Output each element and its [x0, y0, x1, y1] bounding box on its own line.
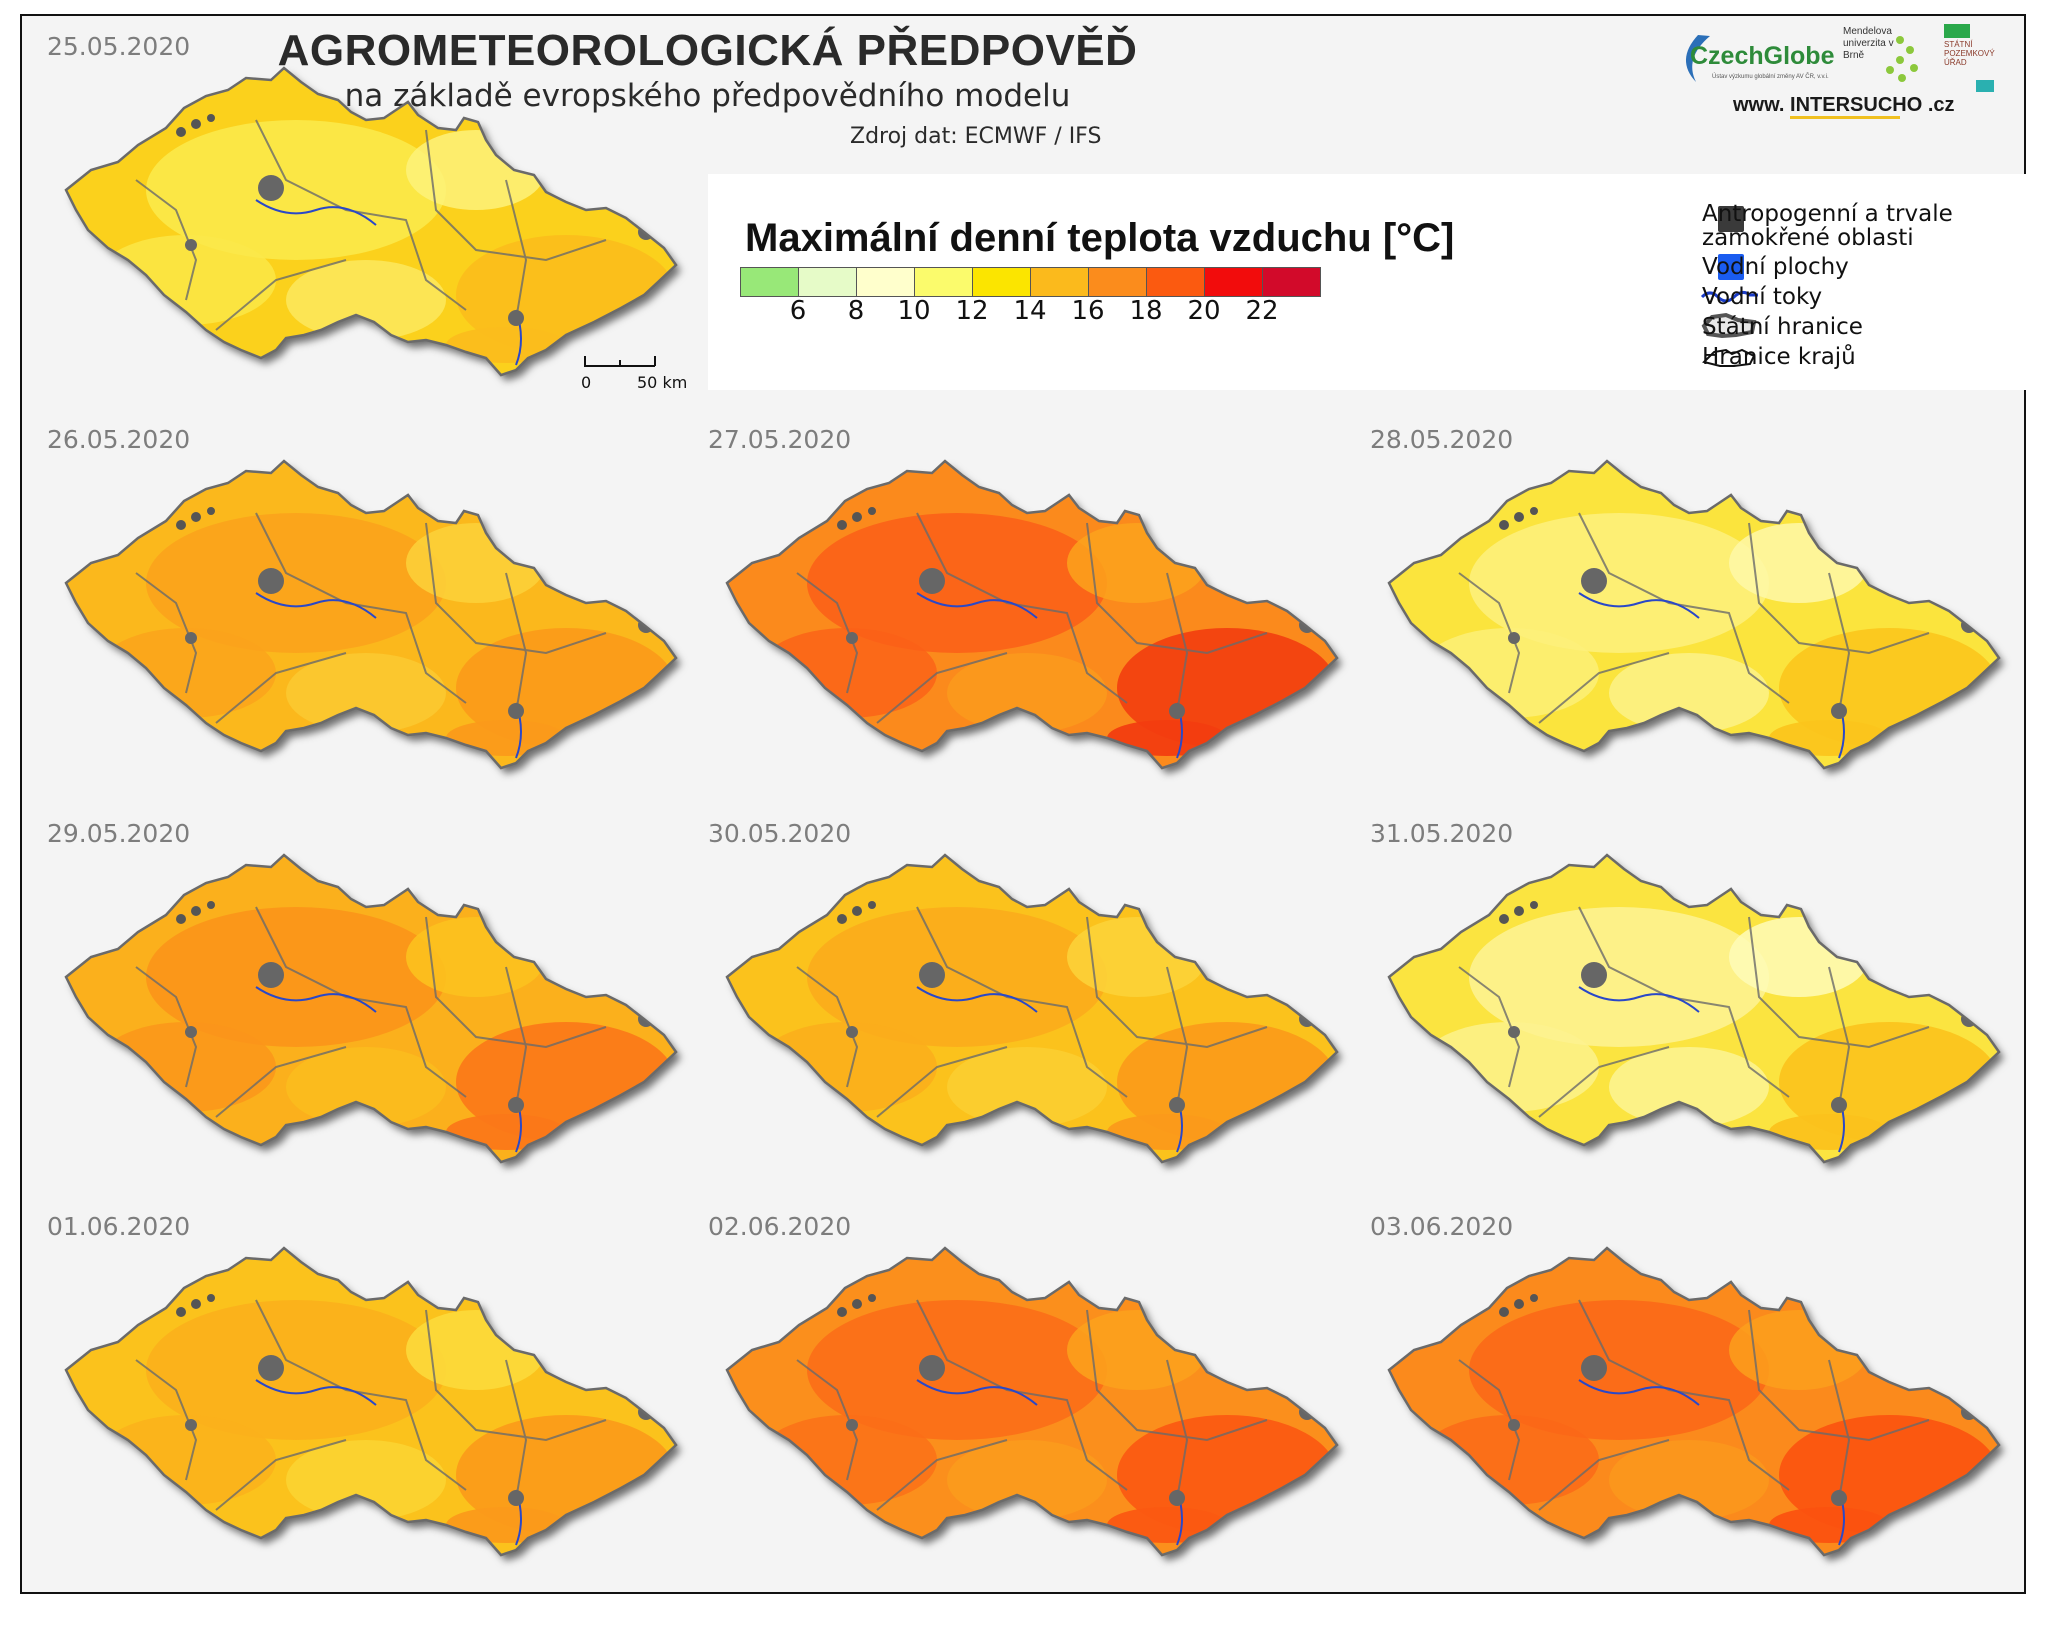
temperature-map [1387, 459, 2001, 770]
spu-logo-text: STÁTNÍ POZEMKOVÝ ÚŘAD [1944, 40, 1995, 67]
region-border-icon [1702, 348, 1756, 367]
intersucho-underline [1790, 116, 1900, 119]
color-scale-tick: 10 [897, 296, 931, 326]
color-swatch-4 [973, 268, 1031, 296]
temperature-map [725, 853, 1339, 1164]
water-area-swatch [1718, 254, 1744, 280]
anthropogenic-area-swatch [1718, 206, 1744, 232]
color-scale-bar [740, 267, 1321, 297]
color-scale-tick: 8 [847, 296, 865, 326]
legend-item-water-area: Vodní plochy [1702, 254, 1849, 280]
map-date-label: 27.05.2020 [708, 425, 852, 454]
czechglobe-logo-text: CzechGlobe [1690, 42, 1835, 70]
intersucho-link[interactable]: www. INTERSUCHO .cz [1733, 94, 1955, 117]
color-scale-tick: 16 [1071, 296, 1105, 326]
intersucho-highlight: SUCHO [1850, 94, 1923, 116]
color-swatch-2 [857, 268, 915, 296]
legend-label-anthropogenic-2: zamokřené oblasti [1702, 225, 1914, 251]
color-swatch-9 [1263, 268, 1320, 296]
temperature-map [725, 459, 1339, 770]
color-scale-tick: 22 [1245, 296, 1279, 326]
temperature-map [64, 66, 678, 377]
scale-zero: 0 [581, 373, 591, 392]
map-date-label: 30.05.2020 [708, 819, 852, 848]
map-date-label: 01.06.2020 [47, 1212, 191, 1241]
map-date-label: 31.05.2020 [1370, 819, 1514, 848]
temperature-map [64, 1246, 678, 1557]
legend-item-region-border: Hranice krajů [1702, 344, 1856, 370]
spu-logo-icon [1944, 24, 1994, 92]
color-swatch-5 [1031, 268, 1089, 296]
map-date-label: 25.05.2020 [47, 32, 191, 61]
color-swatch-0 [741, 268, 799, 296]
page-title: AGROMETEOROLOGICKÁ PŘEDPOVĚĎ [277, 26, 1138, 75]
map-date-label: 02.06.2020 [708, 1212, 852, 1241]
temperature-map [1387, 853, 2001, 1164]
map-date-label: 28.05.2020 [1370, 425, 1514, 454]
temperature-map [64, 459, 678, 770]
temperature-map [64, 853, 678, 1164]
map-date-label: 29.05.2020 [47, 819, 191, 848]
color-scale-tick: 6 [789, 296, 807, 326]
river-line-icon [1700, 290, 1758, 303]
color-scale-tick: 18 [1129, 296, 1163, 326]
legend-label-anthropogenic-1: Antropogenní a trvale [1702, 201, 1953, 227]
color-scale-tick: 12 [955, 296, 989, 326]
legend-item-state-border: Státní hranice [1702, 314, 1863, 340]
temperature-map [1387, 1246, 2001, 1557]
partner-logos [1685, 24, 1994, 119]
intersucho-suffix: .cz [1922, 94, 1955, 116]
czechglobe-logo-subtext: Ústav výzkumu globální změny AV ČR, v.v.… [1712, 74, 1829, 80]
map-date-label: 03.06.2020 [1370, 1212, 1514, 1241]
color-swatch-3 [915, 268, 973, 296]
legend-title: Maximální denní teplota vzduchu [°C] [745, 216, 1455, 260]
color-swatch-8 [1205, 268, 1263, 296]
data-source: Zdroj dat: ECMWF / IFS [850, 124, 1102, 149]
scale-fifty: 50 km [637, 373, 687, 392]
color-scale-tick: 14 [1013, 296, 1047, 326]
mendel-logo-text: Mendelova univerzita v Brně [1843, 26, 1894, 61]
legend-item-anthropogenic: Antropogenní a trvale zamokřené oblasti [1702, 202, 1953, 250]
legend-item-rivers: Vodní toky [1702, 284, 1823, 310]
color-swatch-7 [1147, 268, 1205, 296]
temperature-map [725, 1246, 1339, 1557]
mendel-logo-icon [1886, 36, 1918, 82]
scale-bar: 0 50 km [581, 356, 687, 392]
color-scale-tick: 20 [1187, 296, 1221, 326]
page-subtitle: na základě evropského předpovědního mode… [344, 78, 1071, 114]
color-swatch-1 [799, 268, 857, 296]
color-swatch-6 [1089, 268, 1147, 296]
intersucho-prefix: www. INTER [1733, 94, 1851, 116]
state-border-icon [1701, 312, 1757, 339]
czechglobe-logo-icon [1685, 35, 1710, 82]
map-date-label: 26.05.2020 [47, 425, 191, 454]
